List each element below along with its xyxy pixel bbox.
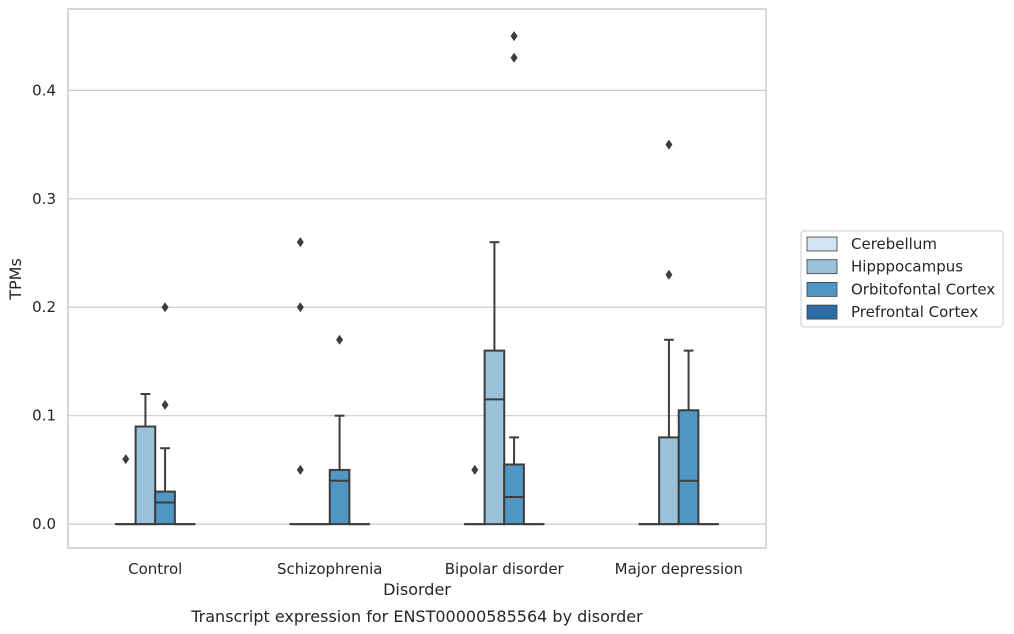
y-tick-label: 0.1	[32, 407, 56, 425]
y-tick-label: 0.4	[32, 81, 56, 99]
legend-label: Hipppocampus	[851, 258, 963, 276]
outlier-point	[471, 464, 479, 475]
y-axis-label: TPMs	[6, 258, 25, 301]
legend-label: Cerebellum	[851, 235, 937, 253]
box-hipppocampus	[483, 241, 506, 526]
box-body	[328, 468, 351, 526]
outlier-point	[510, 31, 518, 42]
x-axis-label: Disorder	[383, 580, 451, 599]
box-group	[463, 31, 545, 526]
outlier-point	[336, 334, 344, 345]
x-tick-label: Major depression	[615, 560, 743, 578]
box-body	[658, 436, 680, 526]
outlier-point	[122, 454, 130, 465]
outlier-point	[296, 302, 304, 313]
x-tick-label: Bipolar disorder	[445, 560, 565, 578]
box-groups	[114, 31, 720, 526]
outlier-point	[510, 52, 518, 63]
x-tick-label: Schizophrenia	[277, 560, 382, 578]
y-tick-label: 0.3	[32, 190, 56, 208]
plot-background	[68, 9, 766, 548]
box-hipppocampus	[134, 393, 157, 526]
legend-swatch	[806, 304, 838, 320]
outlier-point	[665, 269, 673, 280]
outlier-point	[296, 237, 304, 248]
box-orbitofontal-cortex	[328, 334, 351, 526]
legend-frame	[800, 230, 1004, 328]
y-tick-labels: 0.0 0.1 0.2 0.3 0.4	[32, 81, 56, 533]
box-orbitofontal-cortex	[154, 302, 176, 526]
outlier-point	[296, 464, 304, 475]
outlier-point	[665, 139, 673, 150]
plot-frame	[67, 8, 767, 549]
chart-caption: Transcript expression for ENST0000058556…	[190, 607, 643, 626]
y-tick-label: 0.0	[32, 515, 56, 533]
box-group	[289, 237, 371, 526]
outlier-point	[161, 302, 169, 313]
y-tick-label: 0.2	[32, 298, 56, 316]
legend-label: Prefrontal Cortex	[851, 303, 978, 321]
box-hipppocampus	[658, 139, 680, 526]
legend-items: Cerebellum Hipppocampus Orbitofontal Corte…	[806, 235, 995, 321]
box-group	[638, 139, 720, 526]
box-body	[154, 490, 176, 526]
legend: Cerebellum Hipppocampus Orbitofontal Corte…	[800, 230, 1004, 328]
box-group	[114, 302, 196, 526]
legend-label: Orbitofontal Cortex	[851, 280, 995, 298]
outlier-point	[161, 399, 169, 410]
x-tick-labels: Control Schizophrenia Bipolar disorder Majo…	[128, 560, 743, 578]
box-body	[483, 349, 506, 526]
legend-swatch	[806, 259, 838, 275]
box-orbitofontal-cortex	[677, 349, 700, 526]
x-tick-label: Control	[128, 560, 182, 578]
legend-swatch	[806, 281, 838, 297]
box-orbitofontal-cortex	[503, 31, 525, 526]
box-body	[503, 463, 525, 526]
box-body	[677, 409, 700, 526]
legend-swatch	[806, 236, 838, 252]
box-body	[134, 425, 157, 526]
